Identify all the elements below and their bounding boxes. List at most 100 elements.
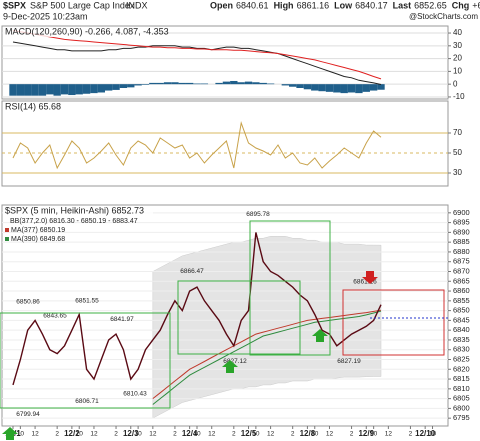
y-tick-label: 6800 (453, 403, 470, 412)
x-tick-label: 2 (291, 431, 295, 438)
x-tick-label: 10 (311, 431, 319, 438)
y-tick-label: 6860 (453, 286, 470, 295)
legend-swatch (5, 228, 9, 232)
legend-entry: MA(390) 6849.68 (11, 236, 65, 243)
histogram-bar (289, 84, 297, 87)
histogram-bar (193, 83, 201, 85)
quote-label: Last (393, 0, 412, 10)
histogram-bar (281, 84, 289, 86)
y-tick-label: 6835 (453, 335, 470, 344)
histogram-bar (156, 82, 164, 85)
histogram-bar (362, 84, 370, 92)
panel-title: $SPX (5 min, Heikin-Ashi) 6852.73 (5, 205, 144, 215)
quote-label: Low (334, 0, 353, 10)
x-tick-label: 12/10 (415, 429, 436, 438)
x-tick-label: 12/3 (123, 429, 139, 438)
price-annotation: 6850.86 (16, 299, 40, 306)
histogram-bar (149, 82, 157, 85)
price-annotation: 6827.12 (223, 358, 247, 365)
layers: 40 30 20 10 0 -10 MACD(120,260,90) -0.266, 4.0… (2, 26, 470, 438)
price-annotation: 6851.55 (75, 297, 99, 304)
series-line (12, 41, 382, 85)
histogram-bar (16, 84, 25, 96)
histogram-bar (119, 84, 128, 89)
histogram-bar (141, 84, 150, 85)
x-tick-label: 12 (208, 431, 216, 438)
price-annotation: 6841.97 (110, 316, 134, 323)
histogram-bar (215, 82, 223, 85)
watermark: @StockCharts.com (409, 12, 478, 21)
histogram-bar (252, 82, 260, 85)
y-tick-label: 6870 (453, 266, 470, 275)
up-arrow (2, 427, 18, 440)
histogram-bar (82, 84, 91, 94)
y-tick-label: 6885 (453, 237, 470, 246)
histogram-bar (333, 84, 341, 93)
rsi-frame (1, 100, 449, 187)
histogram-bar (112, 84, 120, 90)
x-tick-label: 12/2 (64, 429, 80, 438)
y-tick-label: 6875 (453, 257, 470, 266)
histogram-bar (68, 84, 76, 96)
histogram-bar (318, 84, 326, 92)
x-tick-label: 12 (385, 431, 393, 438)
y-tick-label: 6880 (453, 247, 470, 256)
quote-value: 6861.16 (297, 0, 330, 10)
histogram-bar (185, 82, 194, 85)
x-tick-label: 12 (326, 431, 334, 438)
x-tick-label: 2 (409, 431, 413, 438)
down-arrow (362, 271, 378, 284)
x-tick-label: 12 (149, 431, 157, 438)
histogram-bar (325, 84, 334, 92)
y-tick-label: 6900 (453, 208, 470, 217)
x-tick-label: 2 (114, 431, 118, 438)
y-tick-label: 6820 (453, 364, 470, 373)
histogram-bar (127, 84, 135, 88)
x-tick-label: 2 (350, 431, 354, 438)
histogram-bar (222, 81, 231, 85)
price-annotation: 6843.65 (43, 313, 67, 320)
series-line (12, 30, 382, 80)
quote: Open 6840.61 High 6861.16 Low 6840.17 Last 6852… (210, 0, 480, 10)
histogram-bar (244, 81, 253, 85)
quote-value: 6840.17 (355, 0, 388, 10)
y-tick-label: 6865 (453, 276, 470, 285)
y-tick-label: 6855 (453, 296, 470, 305)
quote-value: 6852.65 (414, 0, 447, 10)
y-tick-label: 10 (453, 66, 462, 75)
histogram-bar (347, 84, 356, 93)
y-tick-label: 6795 (453, 413, 470, 422)
histogram-bar (53, 84, 61, 96)
x-tick-label: 12 (267, 431, 275, 438)
histogram-bar (75, 84, 83, 95)
security-name: S&P 500 Large Cap Index (30, 0, 135, 10)
x-tick-label: 10 (135, 431, 143, 438)
x-tick-label: 12/8 (300, 429, 316, 438)
legend-swatch (5, 237, 9, 241)
y-tick-label: 40 (453, 28, 462, 37)
x-tick-label: 10 (17, 431, 25, 438)
x-tick-label: 12/4 (182, 429, 198, 438)
y-tick-label: -10 (453, 92, 465, 101)
box (177, 280, 301, 355)
y-tick-label: 50 (453, 148, 462, 157)
histogram-bar (355, 84, 363, 94)
price-annotation: 6799.94 (16, 411, 40, 418)
series-line (12, 121, 382, 170)
y-tick-label: 0 (453, 79, 458, 88)
histogram-bar (38, 84, 47, 96)
x-tick-label: 10 (76, 431, 84, 438)
histogram-bar (259, 82, 267, 85)
y-tick-label: 6895 (453, 218, 470, 227)
histogram-bar (266, 83, 275, 85)
y-tick-label: 30 (453, 168, 462, 177)
x-tick-label: 2 (173, 431, 177, 438)
price-annotation: 6827.19 (337, 358, 361, 365)
x-tick-label: 12 (90, 431, 98, 438)
title-bg (3, 27, 153, 37)
x-tick-label: 10 (252, 431, 260, 438)
histogram-bar (24, 84, 32, 96)
symbol: $SPX (3, 0, 26, 10)
y-tick-label: 6845 (453, 315, 470, 324)
exchange: INDX (126, 0, 148, 10)
